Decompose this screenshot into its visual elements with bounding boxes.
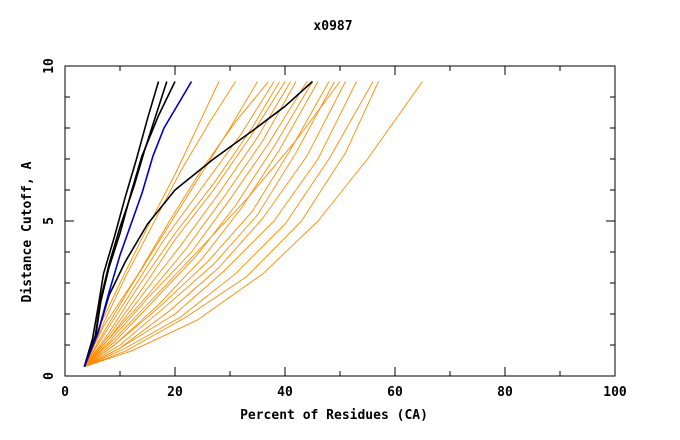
y-axis-label: Distance Cutoff, A (20, 161, 35, 302)
series-line-orange-11 (84, 81, 335, 368)
x-tick-label: 0 (61, 385, 69, 400)
series-line-orange-3 (83, 81, 275, 367)
series-line-orange-6 (83, 81, 297, 367)
series-line-orange-2 (83, 81, 258, 367)
y-tick-label: 0 (42, 372, 57, 380)
series-line-orange-14 (84, 81, 374, 368)
y-tick-label: 5 (42, 217, 57, 225)
series-line-orange-7 (83, 81, 308, 368)
series-line-orange-10 (84, 81, 330, 368)
x-axis-label: Percent of Residues (CA) (240, 408, 428, 423)
series-line-orange-9 (84, 81, 319, 368)
series-line-orange-19 (83, 81, 280, 367)
x-tick-label: 60 (387, 385, 403, 400)
chart-title: x0987 (313, 19, 352, 34)
ticks-layer (64, 65, 616, 377)
series-line-orange-12 (84, 81, 346, 368)
series-line-orange-18 (83, 81, 236, 367)
tick-labels-layer: 0 20 40 60 80 100 0 5 10 (42, 58, 627, 400)
series-line-orange-8 (84, 81, 313, 368)
series-line-orange-1 (83, 81, 220, 367)
x-tick-label: 40 (277, 385, 293, 400)
series-line-orange-13 (84, 81, 357, 368)
plot-frame (64, 65, 616, 377)
series-layer (83, 80, 423, 368)
series-line-black-3 (83, 81, 176, 367)
series-line-black-1 (83, 81, 160, 367)
series-line-orange-4 (83, 81, 286, 367)
series-line-orange-20 (83, 81, 341, 368)
series-line-orange-17 (83, 81, 269, 367)
y-tick-label: 10 (42, 58, 57, 74)
series-line-orange-16 (84, 81, 423, 368)
x-tick-label: 20 (167, 385, 183, 400)
x-tick-label: 100 (603, 385, 627, 400)
series-line-blue-1 (83, 81, 193, 367)
x-tick-label: 80 (497, 385, 513, 400)
series-line-orange-15 (84, 81, 379, 368)
